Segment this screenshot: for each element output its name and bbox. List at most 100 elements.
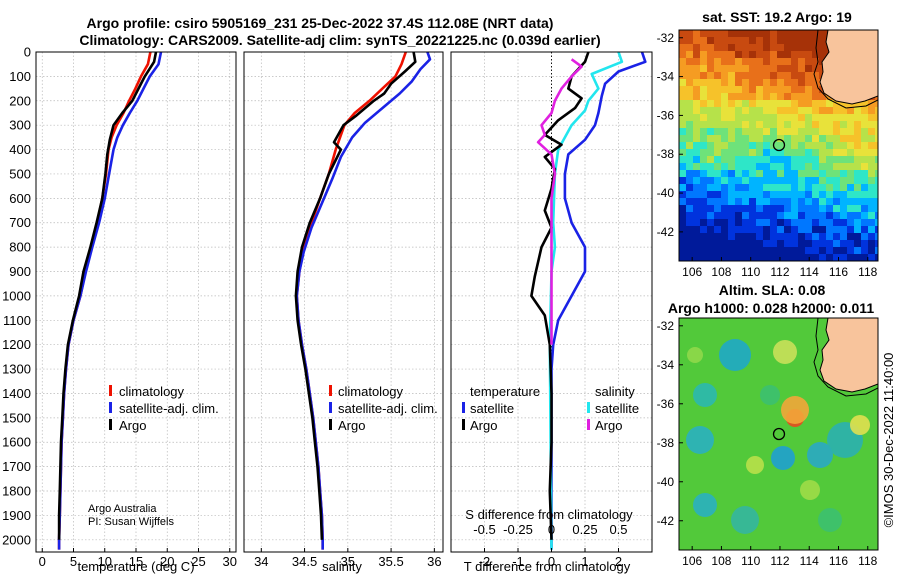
figure-title-line-2: Climatology: CARS2009. Satellite-adj cli… bbox=[79, 32, 600, 48]
sla-anomaly-blob bbox=[850, 415, 870, 435]
sst-pixel bbox=[875, 107, 878, 114]
sst-pixel bbox=[756, 184, 763, 191]
sst-pixel bbox=[812, 205, 819, 212]
sst-pixel bbox=[798, 254, 805, 261]
sst-pixel bbox=[763, 128, 770, 135]
sst-pixel bbox=[756, 114, 763, 121]
sst-pixel bbox=[728, 135, 735, 142]
temperature-legend: climatology satellite-adj. clim. Argo bbox=[109, 384, 219, 433]
sst-pixel bbox=[693, 121, 700, 128]
sst-pixel bbox=[763, 51, 770, 58]
sst-pixel bbox=[784, 142, 791, 149]
salinity-legend: climatology satellite-adj. clim. Argo bbox=[329, 384, 438, 433]
sst-pixel bbox=[763, 100, 770, 107]
sst-pixel bbox=[875, 100, 878, 107]
legend-label-temperature-satellite: satellite bbox=[470, 401, 514, 416]
sst-pixel bbox=[854, 100, 861, 107]
sst-pixel bbox=[686, 233, 693, 240]
series-line-argo bbox=[57, 52, 158, 540]
sst-pixel bbox=[763, 72, 770, 79]
sst-pixel bbox=[819, 177, 826, 184]
sst-pixel bbox=[868, 219, 875, 226]
sst-pixel bbox=[784, 247, 791, 254]
sst-pixel bbox=[819, 233, 826, 240]
x-tick-label: 0 bbox=[548, 554, 555, 569]
sst-pixel bbox=[791, 233, 798, 240]
depth-tick-label: 1700 bbox=[2, 459, 31, 474]
sst-pixel bbox=[763, 121, 770, 128]
sst-pixel bbox=[819, 205, 826, 212]
sst-pixel bbox=[742, 93, 749, 100]
sst-pixel bbox=[749, 247, 756, 254]
sst-pixel bbox=[875, 198, 878, 205]
legend-label-satellite-adj: satellite-adj. clim. bbox=[338, 401, 438, 416]
map-y-tick-label: -40 bbox=[657, 475, 675, 489]
sst-pixel bbox=[756, 226, 763, 233]
sst-pixel bbox=[812, 219, 819, 226]
salinity-difference-axis-label: S difference from climatology bbox=[465, 507, 633, 522]
sst-pixel bbox=[791, 240, 798, 247]
sst-pixel bbox=[875, 128, 878, 135]
depth-tick-label: 1100 bbox=[3, 313, 31, 328]
sst-pixel bbox=[833, 170, 840, 177]
x-tick-label: 34.5 bbox=[292, 554, 317, 569]
sst-pixel bbox=[777, 156, 784, 163]
sst-pixel bbox=[714, 219, 721, 226]
sst-pixel bbox=[833, 163, 840, 170]
sst-pixel bbox=[714, 30, 721, 37]
sst-pixel bbox=[805, 240, 812, 247]
sst-pixel bbox=[875, 121, 878, 128]
sst-pixel bbox=[721, 212, 728, 219]
sst-pixel bbox=[721, 156, 728, 163]
sst-pixel bbox=[756, 44, 763, 51]
sst-pixel bbox=[707, 86, 714, 93]
sst-pixel bbox=[784, 79, 791, 86]
sst-pixel bbox=[700, 37, 707, 44]
sst-pixel bbox=[784, 156, 791, 163]
sst-pixel bbox=[700, 128, 707, 135]
sst-pixel bbox=[749, 72, 756, 79]
sst-pixel bbox=[714, 254, 721, 261]
sst-pixel bbox=[861, 121, 868, 128]
sst-pixel bbox=[805, 177, 812, 184]
sla-argo-marker bbox=[772, 427, 786, 441]
sst-pixel bbox=[700, 121, 707, 128]
sst-pixel bbox=[700, 51, 707, 58]
sst-pixel bbox=[861, 226, 868, 233]
sst-pixel bbox=[693, 107, 700, 114]
sst-pixel bbox=[763, 37, 770, 44]
sst-coastline bbox=[819, 30, 878, 105]
sst-pixel bbox=[686, 93, 693, 100]
sst-pixel bbox=[805, 128, 812, 135]
sst-pixel bbox=[707, 142, 714, 149]
sst-pixel bbox=[791, 177, 798, 184]
sst-pixel bbox=[763, 205, 770, 212]
sst-pixel bbox=[735, 142, 742, 149]
sst-pixel bbox=[728, 205, 735, 212]
sst-pixel bbox=[840, 177, 847, 184]
sst-pixel bbox=[749, 226, 756, 233]
sst-pixel bbox=[791, 135, 798, 142]
sst-pixel bbox=[756, 219, 763, 226]
plot-frame bbox=[243, 51, 444, 553]
sst-pixel bbox=[686, 198, 693, 205]
sst-pixel bbox=[854, 226, 861, 233]
sst-pixel bbox=[847, 205, 854, 212]
temperature-axis-label: temperature (deg C) bbox=[77, 559, 194, 574]
sst-pixel bbox=[693, 240, 700, 247]
sst-pixel bbox=[763, 184, 770, 191]
sst-pixel bbox=[763, 240, 770, 247]
map-y-tick-label: -32 bbox=[657, 319, 675, 333]
sst-pixel bbox=[798, 37, 805, 44]
sst-pixel bbox=[756, 107, 763, 114]
sst-pixel bbox=[805, 149, 812, 156]
sst-map-frame bbox=[678, 29, 879, 262]
sst-pixel bbox=[854, 128, 861, 135]
sst-pixel bbox=[791, 121, 798, 128]
sst-pixel bbox=[742, 107, 749, 114]
sst-pixel bbox=[868, 107, 875, 114]
sst-pixel bbox=[812, 212, 819, 219]
sst-pixel bbox=[756, 65, 763, 72]
legend-swatch-salinity-satellite bbox=[587, 402, 590, 413]
sst-pixel bbox=[714, 93, 721, 100]
